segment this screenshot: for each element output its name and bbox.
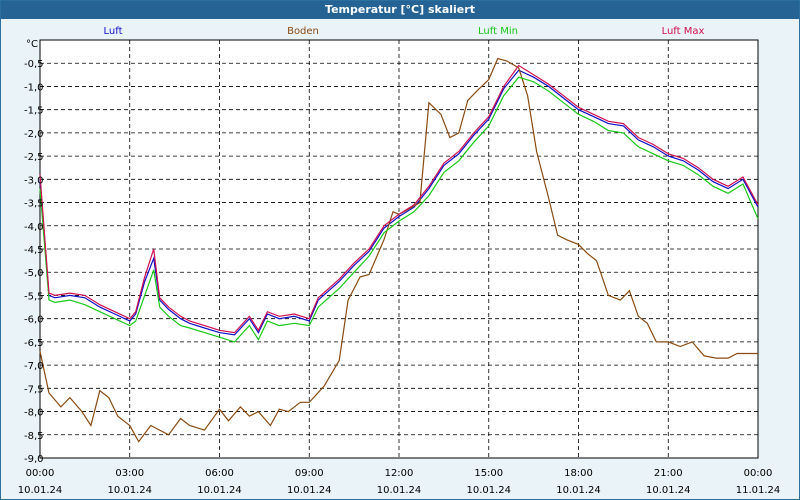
x-tick-date-label: 10.01.24 [287, 485, 332, 496]
y-tick-label: -3,0 [24, 175, 44, 186]
y-tick-label: -7,5 [24, 384, 44, 395]
y-tick-label: -8,0 [24, 408, 44, 419]
chart-title: Temperatur [°C] skaliert [1, 1, 799, 19]
y-tick-label: -5,0 [24, 268, 44, 279]
x-tick-time-label: 03:00 [115, 468, 144, 479]
y-tick-label: -5,5 [24, 291, 44, 302]
legend: Luft Boden Luft Min Luft Max [104, 26, 705, 37]
x-tick-time-label: 12:00 [385, 468, 414, 479]
y-tick-label: -4,5 [24, 245, 44, 256]
x-tick-date-label: 10.01.24 [466, 485, 511, 496]
y-tick-label: -6,5 [24, 338, 44, 349]
y-tick-label: -9,0 [24, 454, 44, 465]
y-tick-label: -4,0 [24, 222, 44, 233]
y-tick-label: -6,0 [24, 315, 44, 326]
y-tick-label: -3,5 [24, 199, 44, 210]
y-tick-label: -2,5 [24, 152, 44, 163]
x-tick-time-label: 06:00 [205, 468, 234, 479]
x-tick-time-label: 00:00 [744, 468, 773, 479]
x-tick-time-label: 18:00 [564, 468, 593, 479]
x-tick-time-label: 09:00 [295, 468, 324, 479]
x-tick-date-label: 10.01.24 [107, 485, 152, 496]
x-tick-date-label: 11.01.24 [736, 485, 781, 496]
y-tick-label: -2,0 [24, 129, 44, 140]
axis-ticks: -0,5 -1,0 -1,5 -2,0 -2,5 -3,0 -3,5 -4,0 -4,5 -5,0… [18, 59, 781, 496]
y-tick-label: -8,5 [24, 431, 44, 442]
legend-item-luft-min: Luft Min [478, 26, 518, 37]
y-tick-label: -1,5 [24, 106, 44, 117]
grid-lines [40, 40, 758, 458]
series-line-luft [39, 69, 759, 336]
series-line-luft-max [39, 64, 759, 334]
y-tick-label: -0,5 [24, 59, 44, 70]
y-tick-label: -1,0 [24, 82, 44, 93]
legend-item-luft: Luft [104, 26, 123, 37]
legend-item-luft-max: Luft Max [662, 26, 705, 37]
y-tick-label: -7,0 [24, 361, 44, 372]
x-tick-date-label: 10.01.24 [556, 485, 601, 496]
x-tick-time-label: 15:00 [474, 468, 503, 479]
series-line-luft-min [39, 76, 759, 343]
x-tick-date-label: 10.01.24 [18, 485, 63, 496]
series-lines [39, 57, 759, 443]
x-tick-date-label: 10.01.24 [646, 485, 691, 496]
x-tick-date-label: 10.01.24 [377, 485, 422, 496]
x-tick-time-label: 00:00 [26, 468, 55, 479]
x-tick-time-label: 21:00 [654, 468, 683, 479]
y-axis-unit-label: °C [26, 39, 38, 50]
x-tick-date-label: 10.01.24 [197, 485, 242, 496]
legend-item-boden: Boden [287, 26, 319, 37]
